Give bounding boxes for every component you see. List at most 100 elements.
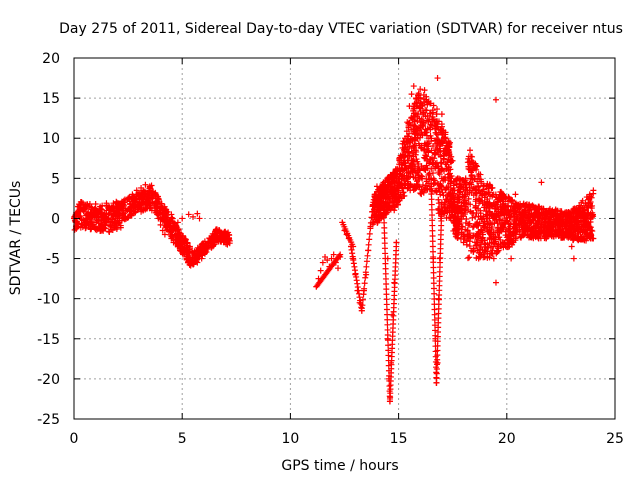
y-tick-label: 10 [42, 131, 60, 147]
data-point [375, 188, 382, 195]
data-point [429, 118, 436, 125]
data-point [493, 201, 500, 208]
data-point [528, 211, 535, 218]
data-point [433, 111, 440, 118]
data-point [473, 239, 480, 246]
data-point [475, 222, 482, 229]
data-point [413, 156, 420, 163]
data-point [574, 236, 581, 243]
data-point [385, 352, 392, 359]
data-point [586, 191, 593, 198]
data-point [371, 212, 378, 219]
chart-title: Day 275 of 2011, Sidereal Day-to-day VTE… [59, 21, 623, 37]
data-point [477, 251, 484, 258]
data-point [164, 223, 171, 230]
data-point [430, 264, 437, 271]
data-point [431, 311, 438, 318]
data-point [435, 151, 442, 158]
data-point [389, 171, 396, 178]
data-point [442, 129, 449, 136]
data-point [408, 126, 415, 133]
x-tick-label: 15 [390, 431, 408, 447]
data-point [71, 226, 78, 233]
data-point [457, 180, 464, 187]
data-point [535, 210, 542, 217]
data-point [388, 197, 395, 204]
data-point [590, 235, 597, 242]
data-point [129, 191, 136, 198]
data-point [530, 235, 537, 242]
data-point [511, 212, 518, 219]
data-point [100, 225, 107, 232]
data-point [470, 246, 477, 253]
y-tick-labels: -25 -20 -15 -10 -5 0 5 10 15 20 [37, 51, 60, 428]
data-point [87, 226, 94, 233]
data-point [183, 255, 190, 262]
data-point [226, 237, 233, 244]
data-point [526, 233, 533, 240]
data-point [503, 208, 510, 215]
data-point [547, 218, 554, 225]
data-point [451, 199, 458, 206]
data-point [142, 181, 149, 188]
data-point [442, 177, 449, 184]
x-tick-label: 0 [70, 431, 79, 447]
data-point [546, 215, 553, 222]
data-point [469, 224, 476, 231]
data-point [364, 252, 371, 259]
data-point [120, 197, 127, 204]
data-point [510, 210, 517, 217]
data-point [454, 207, 461, 214]
data-point [423, 99, 430, 106]
x-tick-label: 25 [606, 431, 624, 447]
data-point [444, 147, 451, 154]
data-point [389, 187, 396, 194]
data-point [477, 198, 484, 205]
data-point [425, 143, 432, 150]
x-tick-label: 20 [498, 431, 516, 447]
data-point [480, 222, 487, 229]
data-point [415, 160, 422, 167]
data-point [529, 203, 536, 210]
data-point [570, 255, 577, 262]
data-point [405, 173, 412, 180]
data-point [127, 211, 134, 218]
data-point [555, 227, 562, 234]
data-point [492, 279, 499, 286]
data-point [485, 184, 492, 191]
data-point [583, 203, 590, 210]
data-point [451, 226, 458, 233]
data-point [426, 124, 433, 131]
data-point [590, 187, 597, 194]
data-point [563, 212, 570, 219]
data-point [381, 240, 388, 247]
data-point [411, 104, 418, 111]
data-point [488, 224, 495, 231]
data-point [420, 91, 427, 98]
data-point [81, 205, 88, 212]
data-point [547, 223, 554, 230]
data-point [438, 186, 445, 193]
data-point [428, 191, 435, 198]
data-point [174, 219, 181, 226]
data-point [382, 255, 389, 262]
data-point [184, 239, 191, 246]
data-point [471, 175, 478, 182]
data-point [380, 179, 387, 186]
data-point [401, 160, 408, 167]
data-point [382, 250, 389, 257]
data-point [415, 111, 422, 118]
data-point [423, 162, 430, 169]
data-point [443, 151, 450, 158]
data-point [542, 211, 549, 218]
data-point [90, 210, 97, 217]
data-point [385, 362, 392, 369]
data-point [438, 199, 445, 206]
data-point [516, 231, 523, 238]
data-point [431, 316, 438, 323]
data-point [135, 195, 142, 202]
data-point [435, 181, 442, 188]
grid [74, 58, 615, 419]
data-point [376, 207, 383, 214]
